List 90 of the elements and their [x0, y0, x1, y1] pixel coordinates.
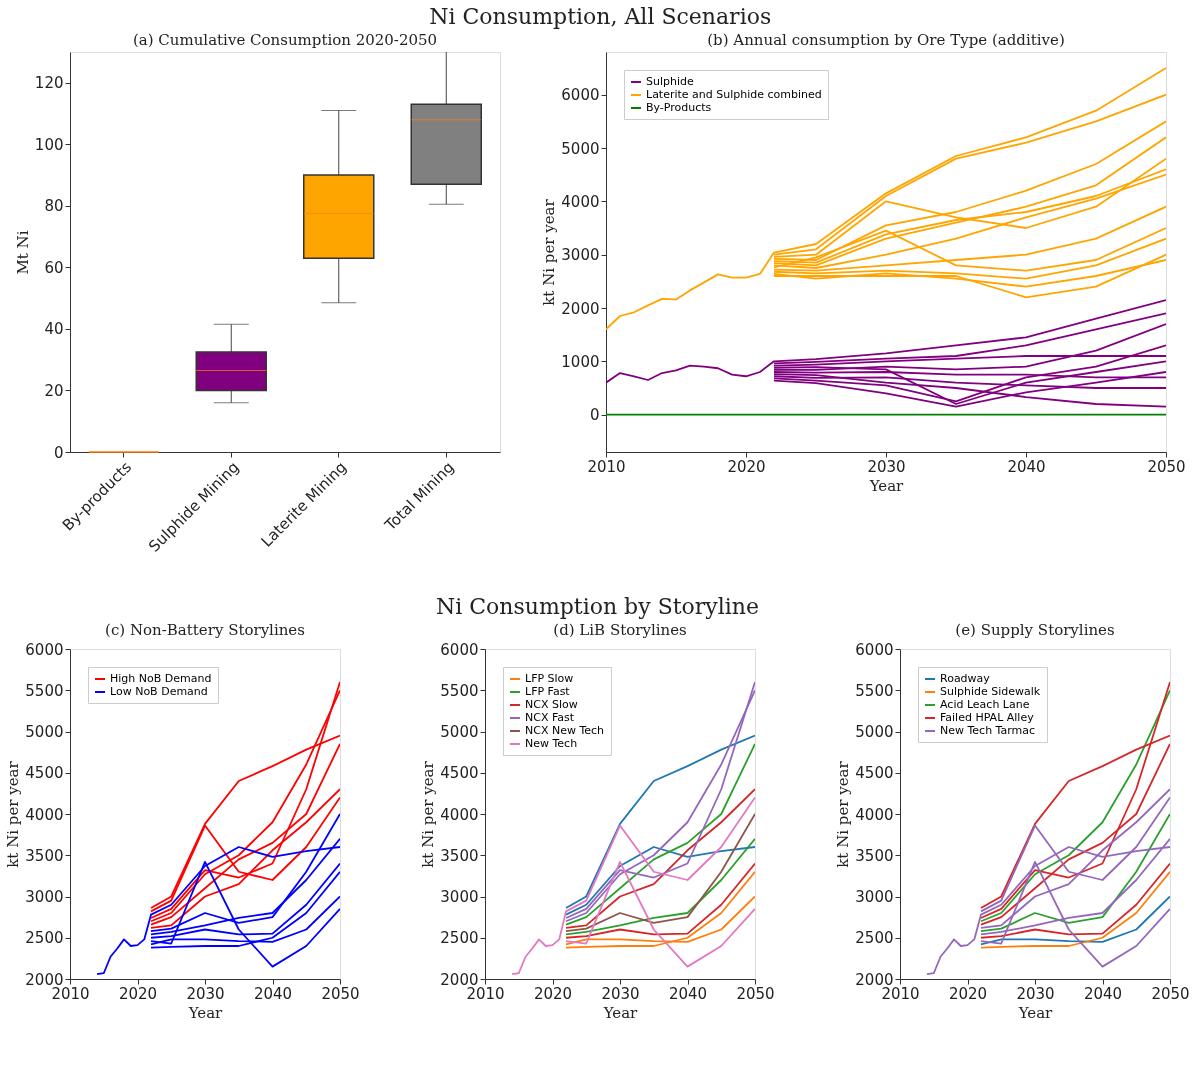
x-axis-title: Year	[187, 1003, 224, 1022]
y-tick-label: 100	[34, 135, 64, 154]
y-tick-label: 2500	[25, 929, 64, 948]
y-tick-label: 4500	[855, 764, 894, 783]
y-tick-label: 2000	[561, 299, 600, 318]
legend-label: NCX Fast	[525, 711, 575, 724]
y-tick-label: 3000	[25, 888, 64, 906]
y-tick-label: 3000	[561, 246, 600, 265]
y-tick-label: 2500	[440, 929, 479, 948]
legend-label: LFP Fast	[525, 685, 571, 698]
y-tick-label: 0	[589, 406, 600, 425]
y-axis-title: kt Ni per year	[419, 760, 438, 868]
x-tick-label: 2040	[668, 984, 708, 1003]
legend-label: High NoB Demand	[110, 672, 212, 685]
y-tick-label: 3500	[855, 846, 894, 865]
y-tick-label: 4000	[855, 805, 894, 824]
legend-label: By-Products	[646, 101, 712, 114]
x-tick-label: 2040	[1083, 984, 1123, 1003]
chart-title: (e) Supply Storylines	[955, 621, 1115, 639]
legend-label: Sulphide	[646, 75, 694, 88]
x-tick-label: 2020	[118, 984, 158, 1003]
x-axis-title: Year	[602, 1003, 639, 1022]
y-axis-title: kt Ni per year	[834, 760, 853, 868]
y-tick-label: 6000	[440, 640, 479, 659]
legend-label: NCX Slow	[525, 698, 578, 711]
y-tick-label: 6000	[25, 640, 64, 659]
x-tick-label: 2040	[1007, 457, 1046, 476]
y-axis-title: kt Ni per year	[4, 760, 23, 868]
y-tick-label: 4000	[561, 192, 600, 211]
y-tick-label: 5500	[25, 681, 64, 700]
x-tick-label: 2050	[1147, 457, 1186, 476]
y-tick-label: 0	[53, 443, 64, 462]
chart-title: (d) LiB Storylines	[553, 621, 687, 639]
text: Ni Consumption by Storyline	[435, 593, 759, 619]
x-tick-label: 2050	[1151, 984, 1190, 1003]
y-tick-label: 3000	[440, 888, 479, 906]
y-axis-title: Mt Ni	[13, 230, 32, 275]
y-tick-label: 40	[44, 320, 64, 339]
y-tick-label: 3500	[440, 846, 479, 865]
y-tick-label: 3000	[855, 888, 894, 906]
x-tick-label: 2020	[533, 984, 573, 1003]
legend-label: Low NoB Demand	[110, 685, 208, 698]
y-tick-label: 60	[44, 258, 64, 277]
x-tick-label: 2010	[51, 984, 90, 1003]
legend-label: Laterite and Sulphide combined	[646, 88, 822, 101]
legend-label: Failed HPAL Alley	[940, 711, 1035, 724]
text: Ni Consumption, All Scenarios	[429, 3, 772, 29]
y-tick-label: 120	[34, 74, 64, 93]
x-tick-label: 2030	[1016, 984, 1055, 1003]
y-tick-label: 6000	[561, 86, 600, 105]
legend-label: New Tech Tarmac	[940, 724, 1036, 737]
y-tick-label: 20	[44, 381, 64, 400]
y-tick-label: 5000	[855, 723, 894, 741]
y-tick-label: 80	[44, 197, 64, 216]
y-tick-label: 4500	[440, 764, 479, 783]
x-tick-label: 2020	[727, 457, 766, 476]
chart-title: (a) Cumulative Consumption 2020-2050	[132, 31, 438, 49]
x-tick-label: 2010	[466, 984, 505, 1003]
chart-title: (c) Non-Battery Storylines	[105, 621, 305, 639]
legend-label: New Tech	[525, 737, 578, 750]
y-tick-label: 5000	[561, 139, 600, 158]
x-tick-label: 2010	[587, 457, 626, 476]
y-tick-label: 4500	[25, 764, 64, 783]
legend-label: Sulphide Sidewalk	[940, 685, 1041, 698]
y-tick-label: 5500	[440, 681, 479, 700]
y-tick-label: 5000	[25, 723, 64, 741]
x-tick-label: 2010	[881, 984, 920, 1003]
y-axis-title: kt Ni per year	[540, 198, 559, 306]
y-tick-label: 5000	[440, 723, 479, 741]
x-tick-label: 2040	[253, 984, 293, 1003]
y-tick-label: 6000	[855, 640, 894, 659]
x-tick-label: 2030	[601, 984, 640, 1003]
y-tick-label: 3500	[25, 846, 64, 865]
x-axis-title: Year	[868, 476, 905, 495]
chart-title: (b) Annual consumption by Ore Type (additive)	[707, 31, 1065, 49]
x-tick-label: 2050	[736, 984, 775, 1003]
legend-label: Acid Leach Lane	[940, 698, 1030, 711]
y-tick-label: 4000	[25, 805, 64, 824]
x-tick-label: 2020	[948, 984, 988, 1003]
x-axis-title: Year	[1017, 1003, 1054, 1022]
y-tick-label: 2500	[855, 929, 894, 948]
y-tick-label: 4000	[440, 805, 479, 824]
y-tick-label: 1000	[561, 352, 600, 371]
x-tick-label: 2030	[867, 457, 906, 476]
x-tick-label: 2030	[186, 984, 225, 1003]
x-tick-label: 2050	[321, 984, 360, 1003]
legend-label: LFP Slow	[525, 672, 574, 685]
y-tick-label: 5500	[855, 681, 894, 700]
legend-label: NCX New Tech	[525, 724, 605, 737]
legend-label: Roadway	[940, 672, 991, 685]
